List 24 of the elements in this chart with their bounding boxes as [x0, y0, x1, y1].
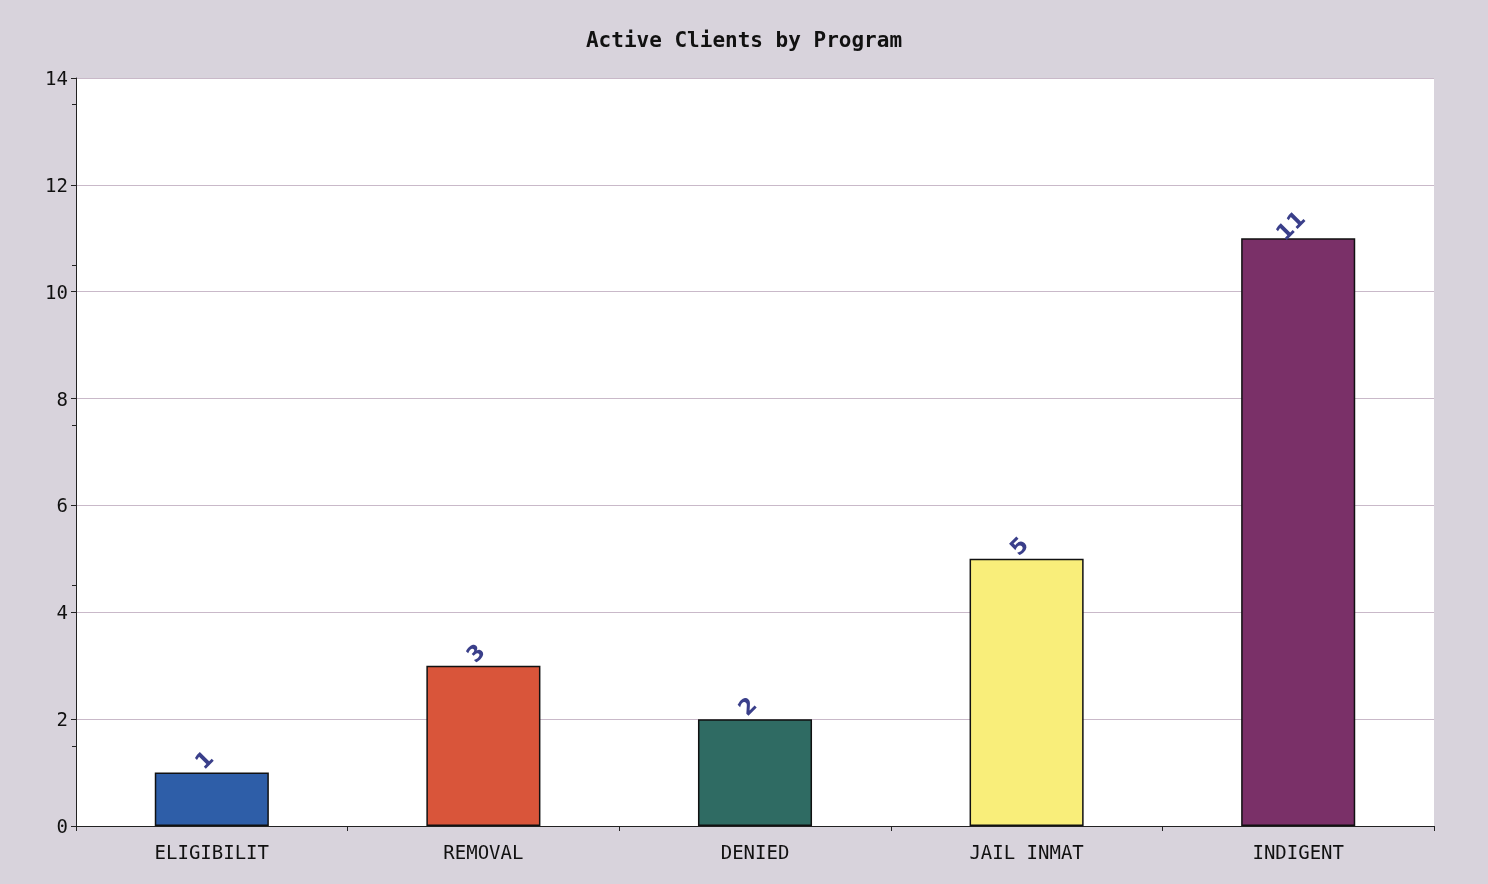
bar: [1241, 238, 1356, 826]
y-tick-label: 4: [56, 601, 68, 624]
y-tick-label: 14: [45, 67, 68, 89]
x-tick-label: INDIGENT: [1252, 840, 1344, 863]
x-tick-label: JAIL INMAT: [969, 840, 1084, 863]
data-label: 3: [461, 638, 490, 668]
y-tick-label: 6: [56, 494, 68, 517]
data-label: 2: [732, 692, 762, 721]
y-tick-label: 2: [56, 708, 68, 731]
data-label: 5: [1004, 531, 1034, 561]
x-tick-label: REMOVAL: [443, 840, 524, 863]
y-tick-label: 12: [45, 173, 68, 196]
x-tick-label: ELIGIBILIT: [154, 840, 269, 863]
y-tick-label: 10: [45, 280, 68, 303]
bar: [697, 719, 813, 826]
data-label: 11: [1270, 205, 1311, 246]
x-tick-label: DENIED: [720, 840, 790, 863]
bar: [969, 558, 1084, 826]
y-tick-label: 0: [56, 815, 68, 837]
bar: [154, 772, 269, 826]
data-label: 1: [189, 745, 219, 775]
y-tick-label: 8: [56, 387, 68, 410]
bar: [426, 665, 541, 826]
chart-title: Active Clients by Program: [585, 27, 903, 52]
